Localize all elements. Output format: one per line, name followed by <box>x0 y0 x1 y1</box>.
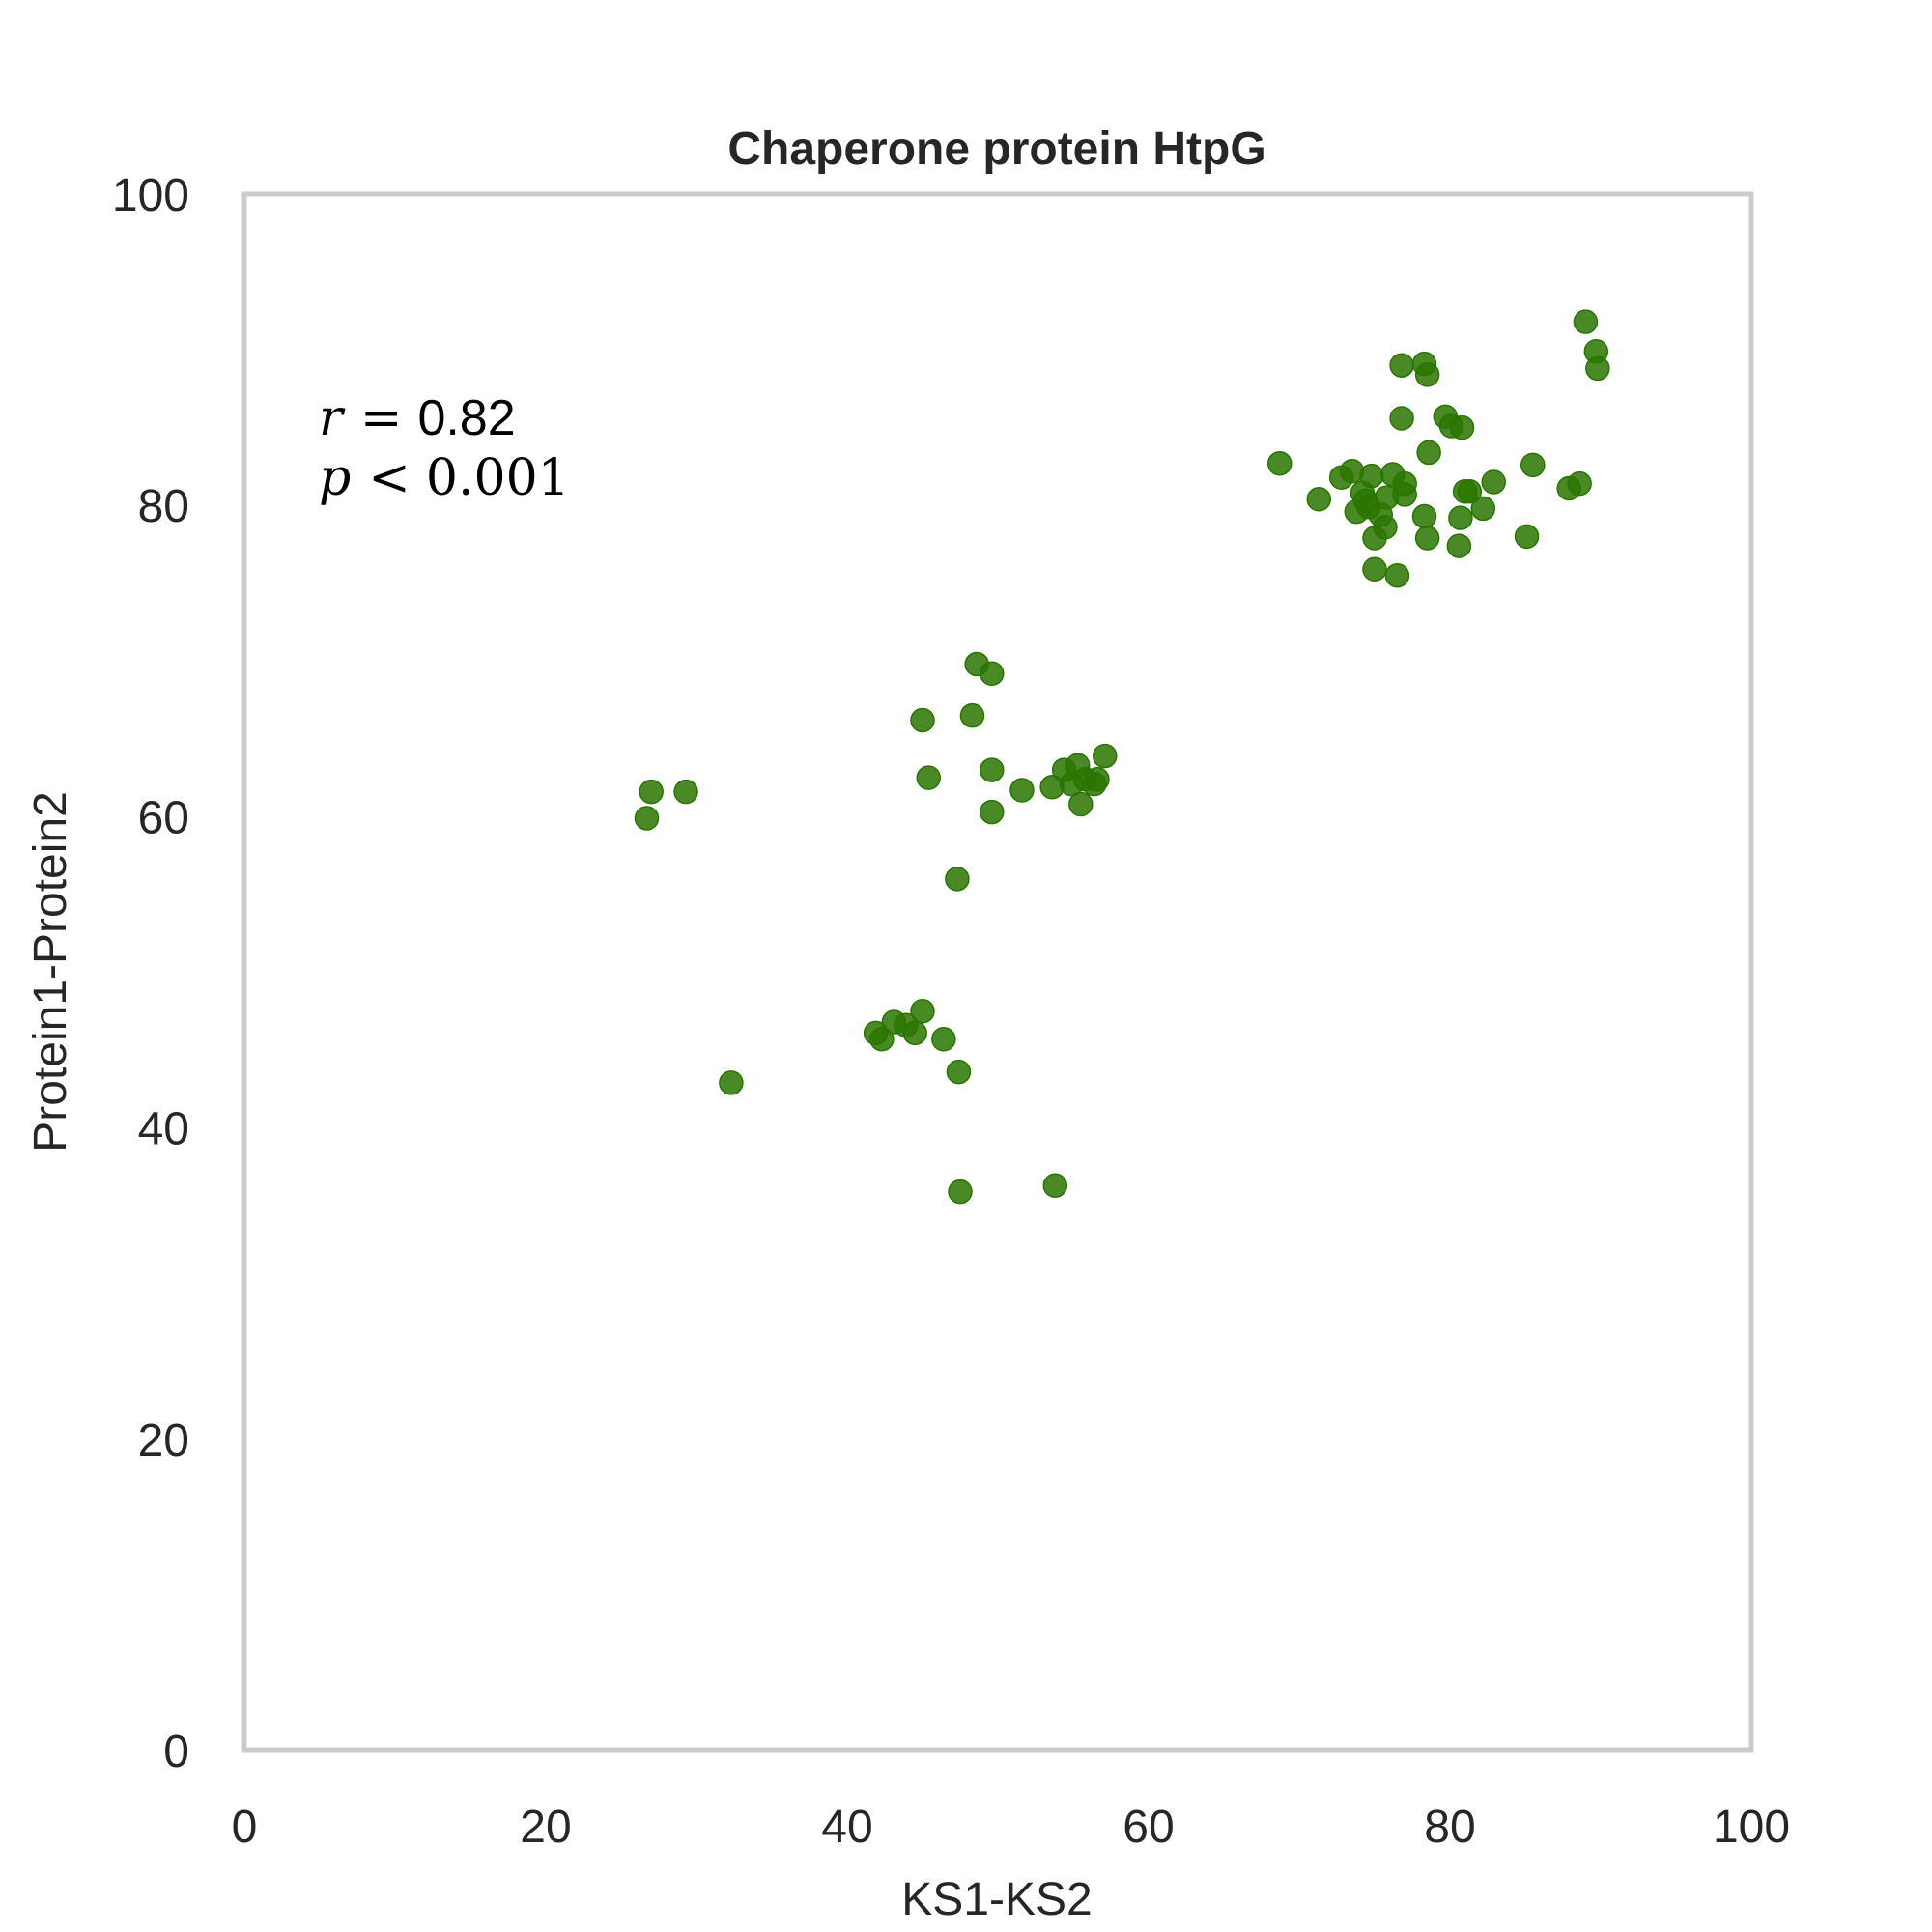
p-annotation: p < 0.001 <box>319 449 570 507</box>
x-tick-label: 0 <box>232 1802 258 1853</box>
data-point <box>1481 469 1506 495</box>
data-point <box>1068 791 1094 817</box>
data-point <box>980 799 1005 825</box>
p-symbol: p <box>319 449 351 507</box>
data-point <box>931 1027 956 1052</box>
data-point <box>719 1070 744 1095</box>
data-point <box>948 1179 973 1205</box>
data-point <box>1414 526 1440 551</box>
data-point <box>946 1059 972 1085</box>
r-value: 0.82 <box>417 390 515 446</box>
data-point <box>639 779 664 805</box>
plot-frame <box>242 191 1754 1753</box>
data-point <box>1266 450 1293 476</box>
data-point <box>902 1020 927 1046</box>
x-tick-label: 40 <box>821 1802 872 1853</box>
data-point <box>1359 463 1384 489</box>
data-point <box>916 765 941 790</box>
data-point <box>945 867 970 892</box>
data-point <box>1009 778 1035 803</box>
data-point <box>673 779 698 805</box>
data-point <box>959 702 985 728</box>
data-point <box>1411 503 1437 529</box>
data-point <box>1520 452 1546 478</box>
data-point <box>1567 470 1592 497</box>
data-point <box>910 999 935 1024</box>
data-point <box>910 707 935 733</box>
y-tick-label: 60 <box>138 792 189 843</box>
r-operator: = <box>360 389 403 447</box>
data-point <box>1384 562 1410 588</box>
data-point <box>869 1027 895 1052</box>
data-point <box>1085 766 1110 792</box>
y-axis-label: Protein1-Protein2 <box>25 791 76 1152</box>
data-point <box>1416 440 1441 466</box>
data-point <box>1446 533 1472 558</box>
y-tick-label: 100 <box>112 170 189 221</box>
x-axis-label: KS1-KS2 <box>901 1874 1092 1925</box>
data-point <box>1514 524 1540 550</box>
data-point <box>1448 505 1473 530</box>
data-point <box>1042 1173 1068 1198</box>
data-point <box>1389 406 1414 431</box>
y-tick-labels: 0 20 40 60 80 100 <box>112 170 189 1777</box>
data-point <box>1414 362 1440 387</box>
y-tick-label: 0 <box>163 1726 189 1777</box>
data-point <box>1306 487 1332 512</box>
data-point <box>1362 556 1387 582</box>
x-tick-labels: 0 20 40 60 80 100 <box>232 1802 1790 1853</box>
data-point <box>1449 414 1475 440</box>
x-tick-label: 60 <box>1122 1802 1174 1853</box>
y-tick-label: 40 <box>138 1104 189 1155</box>
data-point <box>1389 353 1414 378</box>
data-point <box>1093 743 1118 769</box>
x-tick-label: 80 <box>1424 1802 1475 1853</box>
data-point <box>1585 355 1610 382</box>
r-symbol: r <box>319 389 346 447</box>
data-point <box>1573 309 1599 334</box>
y-tick-label: 20 <box>138 1415 189 1466</box>
p-value: 0.001 <box>426 449 570 507</box>
data-point <box>1392 470 1417 497</box>
y-tick-label: 80 <box>138 481 189 532</box>
correlation-annotation: r = 0.82 p < 0.001 <box>319 389 570 507</box>
chart-title: Chaperone protein HtpG <box>727 124 1265 175</box>
x-tick-label: 20 <box>520 1802 571 1853</box>
data-point <box>980 661 1005 686</box>
r-annotation: r = 0.82 <box>319 389 516 447</box>
data-point <box>980 757 1005 782</box>
data-point <box>1457 478 1483 504</box>
p-operator: < <box>368 449 411 507</box>
data-point <box>1470 496 1496 522</box>
data-point <box>634 806 660 831</box>
points-layer <box>634 309 1610 1205</box>
data-point <box>1373 515 1398 540</box>
x-tick-label: 100 <box>1713 1802 1790 1853</box>
